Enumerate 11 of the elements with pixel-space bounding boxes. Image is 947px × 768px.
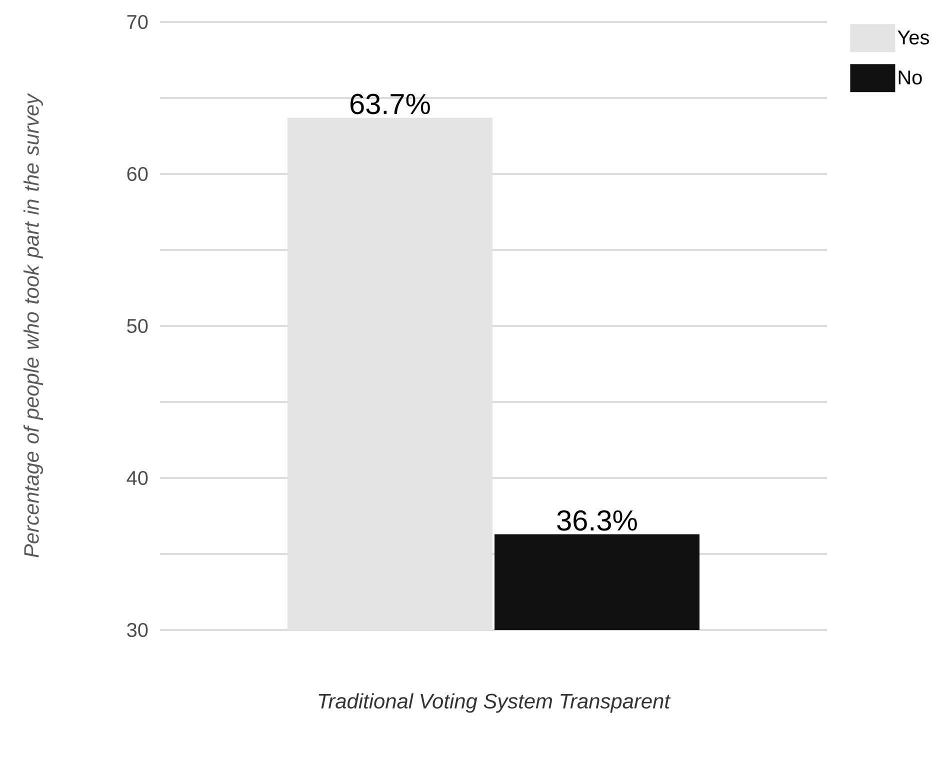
- y-tick-label: 60: [127, 166, 148, 182]
- data-label: 63.7%: [350, 94, 430, 114]
- legend-label: Yes: [898, 30, 929, 44]
- x-axis-title: Traditional Voting System Transparent: [318, 693, 671, 713]
- y-tick-label: 50: [127, 318, 148, 334]
- data-label: 36.3%: [557, 510, 637, 531]
- legend-label: No: [898, 70, 922, 84]
- y-tick-label: 40: [126, 470, 148, 486]
- y-tick-label: 70: [127, 14, 148, 30]
- y-axis-title: Percentage of people who took part in the survey: [24, 93, 44, 558]
- y-tick-label: 30: [127, 622, 148, 638]
